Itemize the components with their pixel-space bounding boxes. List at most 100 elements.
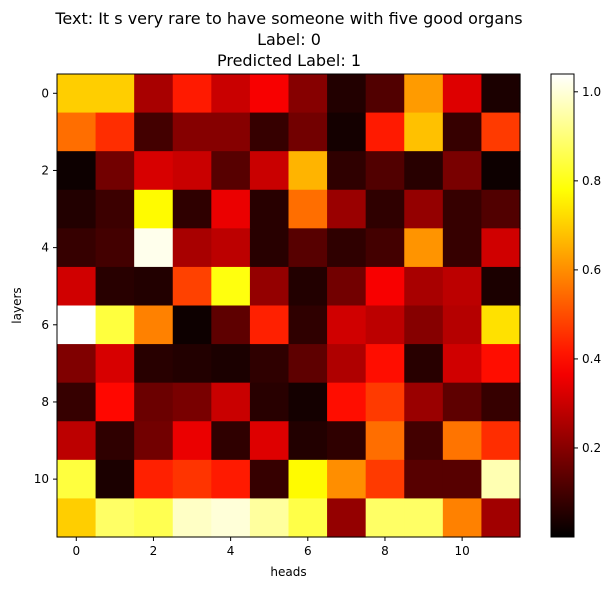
heatmap-cell (95, 228, 135, 268)
heatmap-cell (288, 189, 328, 229)
heatmap-cell (211, 344, 251, 384)
heatmap-cell (211, 266, 251, 307)
heatmap-cell (172, 189, 212, 229)
heatmap-cell (57, 305, 97, 345)
heatmap-cell (442, 151, 483, 191)
heatmap-cell (211, 189, 251, 229)
heatmap-cell (288, 498, 328, 538)
heatmap-cell (249, 74, 290, 114)
heatmap-cell (172, 305, 212, 345)
heatmap-cell (442, 498, 483, 538)
heatmap-cell (404, 74, 444, 114)
title-line-2: Predicted Label: 1 (217, 51, 361, 70)
heatmap-cell (404, 344, 444, 384)
y-tick-label: 8 (41, 395, 49, 409)
heatmap-cell (57, 189, 97, 229)
heatmap-cell (95, 112, 135, 152)
y-axis-label: layers (10, 287, 24, 323)
heatmap-cell (442, 344, 483, 384)
heatmap-cell (57, 421, 97, 461)
heatmap-cell (211, 421, 251, 461)
heatmap-cell (134, 498, 174, 538)
heatmap-cell (404, 421, 444, 461)
y-tick-label: 0 (41, 86, 49, 100)
x-tick-label: 2 (150, 544, 158, 558)
heatmap-cells (57, 74, 521, 538)
colorbar-tick-label: 1.0 (582, 85, 601, 99)
heatmap-cell (365, 74, 405, 114)
heatmap-cell (327, 74, 367, 114)
heatmap-cell (172, 459, 212, 500)
heatmap-cell (365, 459, 405, 500)
heatmap-cell (249, 112, 290, 152)
heatmap-cell (442, 266, 483, 307)
heatmap-cell (134, 74, 174, 114)
heatmap-cell (249, 421, 290, 461)
heatmap-cell (481, 344, 521, 384)
heatmap-cell (57, 459, 97, 500)
heatmap-cell (442, 74, 483, 114)
heatmap-cell (57, 498, 97, 538)
heatmap-cell (172, 266, 212, 307)
heatmap-cell (95, 498, 135, 538)
heatmap-cell (442, 228, 483, 268)
heatmap-cell (365, 266, 405, 307)
heatmap-cell (249, 344, 290, 384)
heatmap-cell (442, 112, 483, 152)
colorbar-tick-label: 0.8 (582, 174, 601, 188)
heatmap-cell (481, 189, 521, 229)
heatmap-cell (211, 112, 251, 152)
colorbar-tick-label: 0.6 (582, 263, 601, 277)
heatmap-cell (95, 189, 135, 229)
heatmap-cell (172, 74, 212, 114)
heatmap-cell (172, 151, 212, 191)
heatmap-cell (288, 112, 328, 152)
heatmap-cell (134, 112, 174, 152)
heatmap-cell (365, 151, 405, 191)
heatmap-cell (288, 459, 328, 500)
heatmap-cell (95, 151, 135, 191)
heatmap-cell (365, 382, 405, 422)
heatmap-cell (95, 382, 135, 422)
heatmap-cell (95, 266, 135, 307)
heatmap-cell (442, 421, 483, 461)
heatmap-cell (134, 266, 174, 307)
x-axis-label: heads (270, 565, 306, 579)
heatmap-cell (134, 421, 174, 461)
heatmap-cell (404, 112, 444, 152)
heatmap-cell (481, 459, 521, 500)
chart-title: Text: It s very rare to have someone wit… (54, 9, 522, 70)
heatmap-cell (288, 74, 328, 114)
heatmap-cell (404, 498, 444, 538)
heatmap-axes: 0 2 4 6 8 10 0 2 4 6 8 10 (34, 73, 521, 558)
heatmap-cell (404, 382, 444, 422)
heatmap-cell (481, 74, 521, 114)
heatmap-cell (249, 498, 290, 538)
heatmap-cell (57, 112, 97, 152)
heatmap-cell (481, 112, 521, 152)
heatmap-cell (95, 344, 135, 384)
heatmap-cell (327, 151, 367, 191)
heatmap-cell (327, 266, 367, 307)
y-tick-label: 10 (34, 472, 49, 486)
heatmap-cell (57, 266, 97, 307)
heatmap-cell (57, 151, 97, 191)
heatmap-cell (481, 266, 521, 307)
heatmap-cell (327, 344, 367, 384)
heatmap-cell (57, 74, 97, 114)
heatmap-cell (172, 344, 212, 384)
heatmap-cell (327, 421, 367, 461)
heatmap-cell (172, 498, 212, 538)
heatmap-cell (288, 421, 328, 461)
heatmap-cell (134, 382, 174, 422)
heatmap-cell (365, 421, 405, 461)
heatmap-cell (327, 228, 367, 268)
heatmap-cell (327, 459, 367, 500)
heatmap-cell (211, 151, 251, 191)
heatmap-cell (288, 382, 328, 422)
heatmap-cell (211, 459, 251, 500)
colorbar-tick-label: 0.4 (582, 352, 601, 366)
heatmap-cell (95, 459, 135, 500)
heatmap-cell (404, 305, 444, 345)
